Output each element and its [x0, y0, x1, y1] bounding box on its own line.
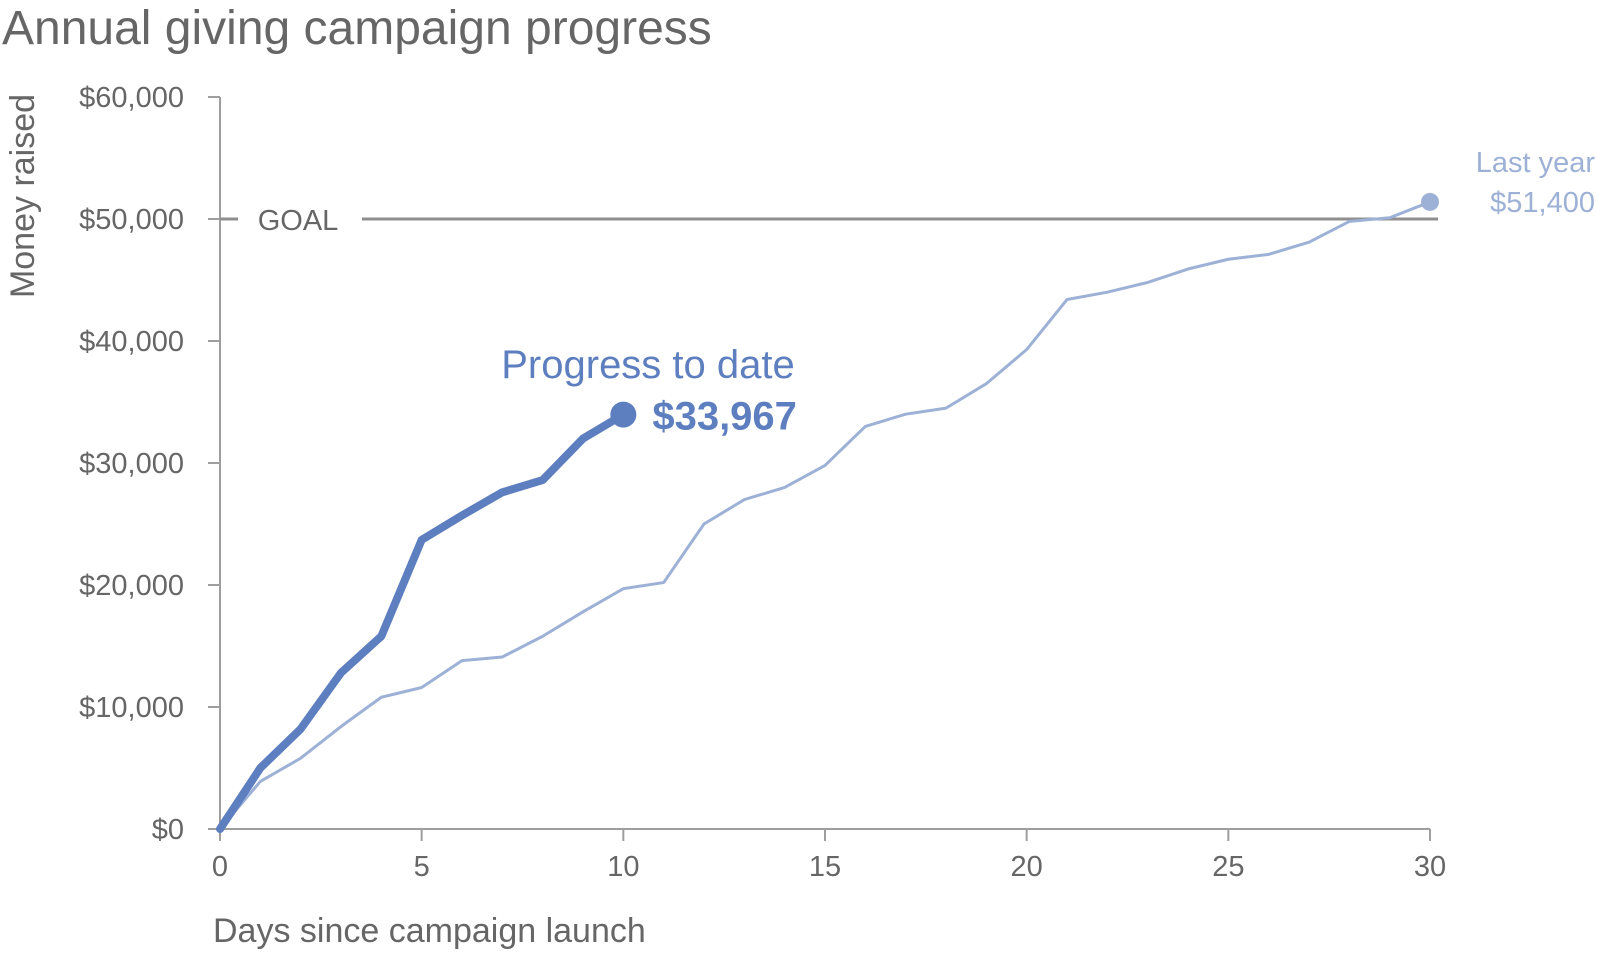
series-layer — [216, 192, 1439, 833]
y-tick-label: $0 — [152, 814, 184, 846]
y-tick-label: $20,000 — [79, 570, 184, 602]
progress-label: Progress to date — [501, 343, 795, 387]
y-tick-label: $40,000 — [79, 326, 184, 358]
goal-label: GOAL — [258, 205, 339, 237]
y-tick-label: $10,000 — [79, 692, 184, 724]
x-tick-label: 20 — [1011, 851, 1043, 883]
y-tick-label: $60,000 — [79, 82, 184, 114]
progress-value-label: $33,967 — [652, 395, 797, 439]
x-tick-label: 25 — [1212, 851, 1244, 883]
y-tick-label: $50,000 — [79, 204, 184, 236]
series-end-point-this-year — [610, 401, 637, 428]
x-tick-label: 10 — [607, 851, 639, 883]
y-axis-title: Money raised — [4, 94, 42, 298]
series-end-point-last-year — [1421, 192, 1439, 211]
x-tick-label: 15 — [809, 851, 841, 883]
goal-layer: GOAL — [220, 205, 1438, 237]
series-line-last-year — [218, 200, 1432, 831]
annotation-layer: Last year $51,400 Progress to date $33,967 — [501, 147, 1595, 439]
y-tick-label: $30,000 — [79, 448, 184, 480]
x-tick-label: 5 — [414, 851, 430, 883]
x-tick-label: 0 — [212, 851, 228, 883]
last-year-label: Last year — [1476, 147, 1596, 179]
chart-title: Annual giving campaign progress — [2, 2, 712, 55]
axes: $0 $10,000 $20,000 $30,000 $40,000 $50,000 $60… — [79, 82, 1446, 883]
series-line-this-year — [216, 410, 628, 833]
x-axis-title: Days since campaign launch — [213, 912, 646, 950]
last-year-value-label: $51,400 — [1490, 187, 1595, 219]
x-tick-label: 30 — [1414, 851, 1446, 883]
